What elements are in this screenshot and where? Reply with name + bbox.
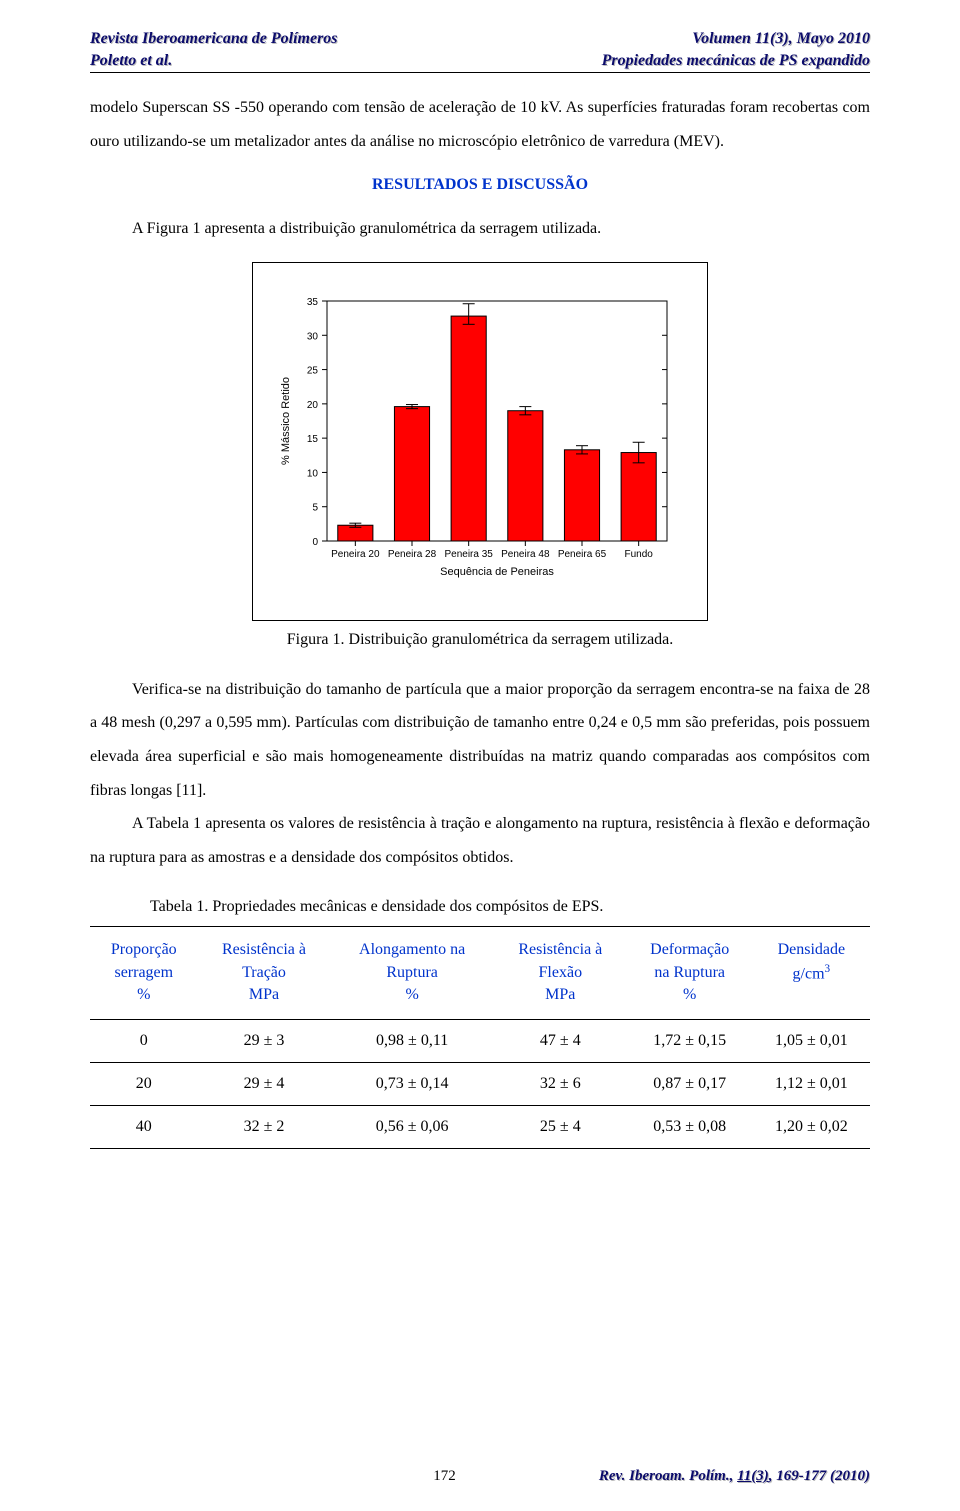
figure-1-wrap: 0 5 10 15 20 25 30 35 Peneira 20 Peneira 28 Peneir… <box>90 262 870 621</box>
table-cell: 25 ± 4 <box>494 1105 627 1148</box>
table-cell: 40 <box>90 1105 198 1148</box>
svg-text:Peneira 35: Peneira 35 <box>444 549 493 560</box>
page-footer: 172 Rev. Iberoam. Polím., 11(3), 169-177… <box>90 1468 870 1485</box>
table-cell: 0 <box>90 1019 198 1062</box>
svg-text:15: 15 <box>307 434 319 445</box>
header-divider <box>90 72 870 73</box>
bar-chart: 0 5 10 15 20 25 30 35 Peneira 20 Peneira 28 Peneir… <box>273 291 673 597</box>
table-cell: 29 ± 3 <box>198 1019 331 1062</box>
table-cell: 0,56 ± 0,06 <box>330 1105 494 1148</box>
page-number: 172 <box>290 1468 599 1485</box>
svg-text:Peneira 48: Peneira 48 <box>501 549 550 560</box>
table-column-header: Resistência àFlexãoMPa <box>494 927 627 1019</box>
table-cell: 47 ± 4 <box>494 1019 627 1062</box>
table-cell: 0,98 ± 0,11 <box>330 1019 494 1062</box>
journal-title: Revista Iberoamericana de Polímeros <box>90 30 338 48</box>
svg-text:Peneira 28: Peneira 28 <box>388 549 437 560</box>
table-cell: 1,72 ± 0,15 <box>627 1019 753 1062</box>
table-1: Proporçãoserragem%Resistência àTraçãoMPa… <box>90 926 870 1148</box>
table-cell: 20 <box>90 1062 198 1105</box>
section-title: RESULTADOS E DISCUSSÃO <box>90 176 870 194</box>
figure-1-caption: Figura 1. Distribuição granulométrica da… <box>90 631 870 649</box>
svg-text:0: 0 <box>312 537 318 548</box>
figure-1-frame: 0 5 10 15 20 25 30 35 Peneira 20 Peneira 28 Peneir… <box>252 262 708 621</box>
table-column-header: Proporçãoserragem% <box>90 927 198 1019</box>
svg-text:25: 25 <box>307 365 319 376</box>
table-row: 029 ± 30,98 ± 0,1147 ± 41,72 ± 0,151,05 … <box>90 1019 870 1062</box>
table-cell: 0,53 ± 0,08 <box>627 1105 753 1148</box>
paragraph-2: A Figura 1 apresenta a distribuição gran… <box>90 212 870 246</box>
table-column-header: Alongamento naRuptura% <box>330 927 494 1019</box>
table-column-header: Densidadeg/cm3 <box>753 927 870 1019</box>
table-header-row: Proporçãoserragem%Resistência àTraçãoMPa… <box>90 927 870 1019</box>
svg-text:Peneira 65: Peneira 65 <box>558 549 607 560</box>
page-header: Revista Iberoamericana de Polímeros Volu… <box>90 30 870 48</box>
table-body: 029 ± 30,98 ± 0,1147 ± 41,72 ± 0,151,05 … <box>90 1019 870 1148</box>
authors: Poletto et al. <box>90 52 172 70</box>
page-header-row2: Poletto et al. Propiedades mecánicas de … <box>90 52 870 70</box>
footer-citation: Rev. Iberoam. Polím., 11(3), 169-177 (20… <box>599 1468 870 1485</box>
issue-info: Volumen 11(3), Mayo 2010 <box>692 30 870 48</box>
table-cell: 1,12 ± 0,01 <box>753 1062 870 1105</box>
table-column-header: Deformaçãona Ruptura% <box>627 927 753 1019</box>
table-cell: 32 ± 6 <box>494 1062 627 1105</box>
table-1-caption: Tabela 1. Propriedades mecânicas e densi… <box>150 898 870 916</box>
paragraph-3: Verifica-se na distribuição do tamanho d… <box>90 673 870 807</box>
subject: Propiedades mecánicas de PS expandido <box>602 52 870 70</box>
table-row: 4032 ± 20,56 ± 0,0625 ± 40,53 ± 0,081,20… <box>90 1105 870 1148</box>
svg-text:Sequência de Peneiras: Sequência de Peneiras <box>440 566 554 578</box>
svg-text:30: 30 <box>307 331 319 342</box>
svg-text:Peneira 20: Peneira 20 <box>331 549 380 560</box>
svg-text:35: 35 <box>307 297 319 308</box>
table-row: 2029 ± 40,73 ± 0,1432 ± 60,87 ± 0,171,12… <box>90 1062 870 1105</box>
paragraph-1: modelo Superscan SS -550 operando com te… <box>90 91 870 158</box>
table-cell: 0,73 ± 0,14 <box>330 1062 494 1105</box>
svg-text:% Mássico Retido: % Mássico Retido <box>280 377 292 465</box>
paragraph-4: A Tabela 1 apresenta os valores de resis… <box>90 807 870 874</box>
table-column-header: Resistência àTraçãoMPa <box>198 927 331 1019</box>
table-cell: 29 ± 4 <box>198 1062 331 1105</box>
table-cell: 32 ± 2 <box>198 1105 331 1148</box>
table-cell: 1,20 ± 0,02 <box>753 1105 870 1148</box>
svg-text:Fundo: Fundo <box>624 549 653 560</box>
svg-text:10: 10 <box>307 468 319 479</box>
table-cell: 1,05 ± 0,01 <box>753 1019 870 1062</box>
svg-text:20: 20 <box>307 400 319 411</box>
svg-text:5: 5 <box>312 502 318 513</box>
table-cell: 0,87 ± 0,17 <box>627 1062 753 1105</box>
